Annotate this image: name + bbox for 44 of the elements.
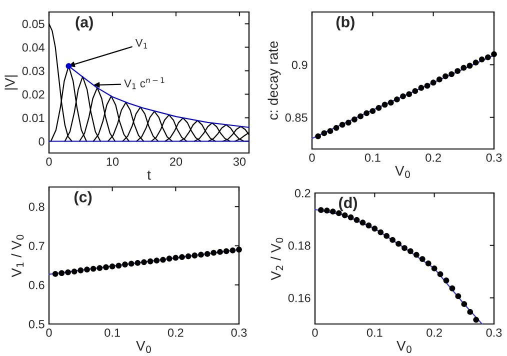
y-tick-label: 0.05 xyxy=(22,20,44,28)
y-tick-label: 0.6 xyxy=(28,280,44,290)
x-tick-label: 30 xyxy=(233,157,246,166)
x-axis-title: V$_{0}$ xyxy=(395,166,410,178)
x-tick-label: 0 xyxy=(46,328,52,337)
x-tick-label: 0.2 xyxy=(426,153,441,162)
x-axis-title: t xyxy=(147,170,151,180)
y-axis-title: V$_{1}$ / V$_{0}$ xyxy=(11,234,24,278)
y-tick-label: 0.03 xyxy=(22,66,44,76)
x-tick-label: 20 xyxy=(170,157,182,166)
x-tick-label: 0.3 xyxy=(486,153,502,162)
annotation: (b) xyxy=(336,16,354,30)
x-tick-label: 0 xyxy=(312,328,318,337)
y-tick-label: 0.9 xyxy=(292,60,308,70)
y-tick-label: 0 xyxy=(38,137,44,146)
y-tick-label: 0.85 xyxy=(285,113,308,122)
x-tick-label: 0.1 xyxy=(366,328,382,337)
y-tick-label: 0.8 xyxy=(28,202,44,211)
y-tick-label: 0.04 xyxy=(22,43,44,52)
x-tick-label: 0.1 xyxy=(104,328,120,337)
x-axis-title: V$_{0}$ xyxy=(396,341,412,354)
y-tick-label: 0.2 xyxy=(294,189,310,198)
x-tick-label: 0.3 xyxy=(486,328,502,337)
y-tick-label: 0.5 xyxy=(28,320,44,328)
annotation: (c) xyxy=(74,191,92,206)
x-tick-label: 0.2 xyxy=(168,328,184,337)
annotation: (d) xyxy=(339,196,358,212)
y-axis-title: c: decay rate xyxy=(268,41,281,120)
y-tick-label: 0.7 xyxy=(28,242,44,250)
y-tick-label: 0.02 xyxy=(22,90,44,99)
x-tick-label: 0 xyxy=(46,157,52,166)
y-axis-title: V$_{2}$ / V$_{0}$ xyxy=(270,238,284,280)
y-tick-label: 0.16 xyxy=(288,294,310,302)
x-tick-label: 0.1 xyxy=(364,153,380,162)
x-tick-label: 0.2 xyxy=(426,328,442,337)
y-tick-label: 0.18 xyxy=(288,241,310,250)
y-tick-label: 0.01 xyxy=(22,114,44,122)
annotation: V$_{1}$ xyxy=(135,39,148,48)
y-axis-title: |V| xyxy=(4,76,18,90)
x-tick-label: 10 xyxy=(106,157,119,166)
annotation: V$_{1}$ c$^{n−1}$ xyxy=(124,77,164,90)
x-axis-title: V$_{0}$ xyxy=(136,341,151,354)
x-tick-label: 0.3 xyxy=(231,328,247,337)
annotation: (a) xyxy=(76,16,93,30)
